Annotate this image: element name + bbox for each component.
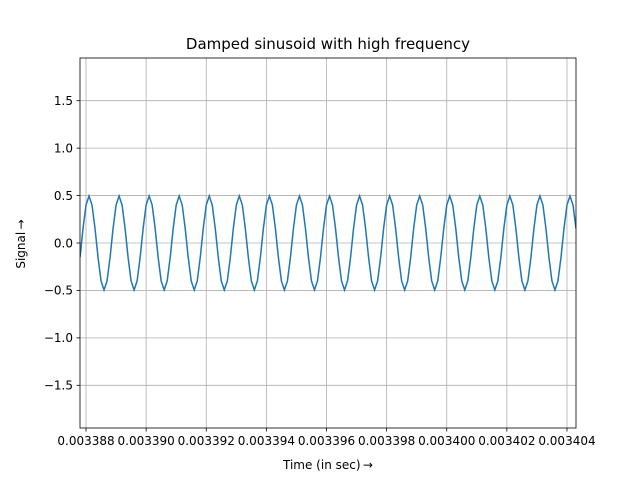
y-tick-label: 0.0 <box>54 236 73 250</box>
x-axis-label: Time (in sec) → <box>282 458 373 472</box>
x-tick-label: 0.003402 <box>478 434 535 448</box>
x-tick-label: 0.003390 <box>118 434 175 448</box>
x-tick-label: 0.003398 <box>358 434 415 448</box>
x-tick-label: 0.003392 <box>178 434 235 448</box>
y-tick-label: −1.5 <box>44 379 73 393</box>
y-tick-label: 1.5 <box>54 94 73 108</box>
series-layer <box>80 193 576 293</box>
y-axis-ticks: −1.5 −1.0 −0.5 0.0 0.5 1.0 1.5 <box>44 94 80 393</box>
y-tick-label: −0.5 <box>44 284 73 298</box>
x-tick-label: 0.003394 <box>238 434 295 448</box>
grid <box>80 58 576 428</box>
series-line <box>80 193 576 293</box>
x-tick-label: 0.003400 <box>418 434 475 448</box>
x-tick-label: 0.003388 <box>57 434 114 448</box>
y-tick-label: 1.0 <box>54 141 73 155</box>
y-tick-label: 0.5 <box>54 189 73 203</box>
x-axis-ticks: 0.003388 0.003390 0.003392 0.003394 0.003396… <box>57 428 596 448</box>
x-tick-label: 0.003396 <box>298 434 355 448</box>
y-axis-label: Signal → <box>14 219 28 268</box>
y-tick-label: −1.0 <box>44 331 73 345</box>
chart-title: Damped sinusoid with high frequency <box>186 35 470 53</box>
x-tick-label: 0.003404 <box>538 434 595 448</box>
